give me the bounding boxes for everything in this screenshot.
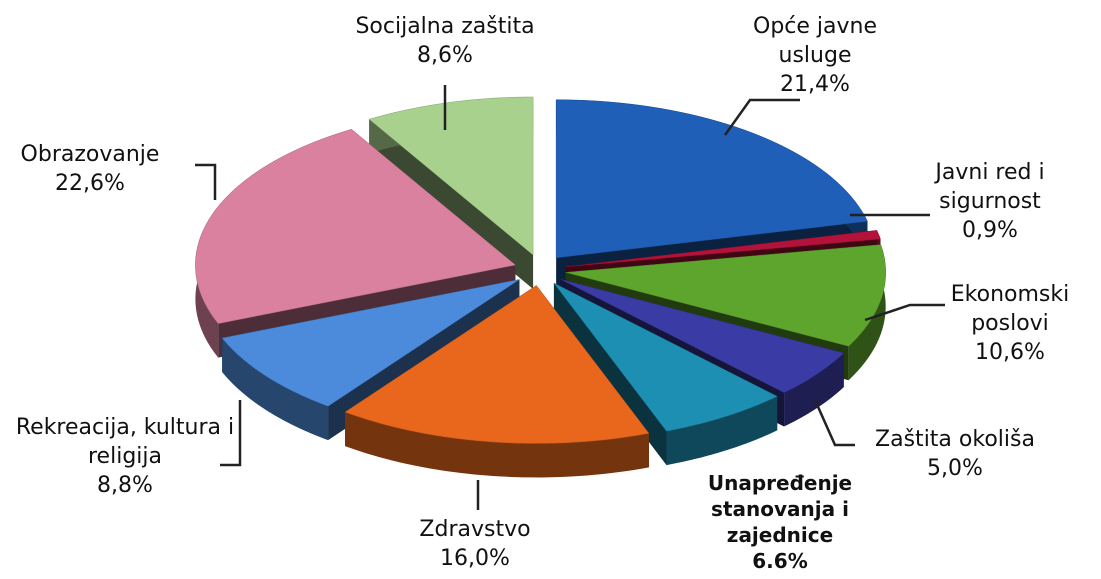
slice-side xyxy=(848,244,886,381)
slice-label: Socijalna zaštita 8,6% xyxy=(330,12,560,70)
value-label: 16,0% xyxy=(440,546,510,571)
value-label: 5,0% xyxy=(927,456,983,481)
slice-label: Ekonomski poslovi 10,6% xyxy=(945,280,1075,367)
slice-group xyxy=(553,282,778,466)
leader-line xyxy=(723,98,800,136)
slice-label: Rekreacija, kultura i religija 8,8% xyxy=(15,413,235,500)
slice xyxy=(221,279,520,407)
slice-label: Opće javne usluge 21,4% xyxy=(740,12,890,99)
slice-side xyxy=(222,338,329,441)
slice-label: Obrazovanje 22,6% xyxy=(0,140,180,198)
value-label: 21,4% xyxy=(780,72,850,97)
slice-group xyxy=(344,285,650,478)
slice xyxy=(195,129,516,324)
leader-line xyxy=(864,303,945,322)
slice xyxy=(565,244,886,347)
category-label: Socijalna zaštita xyxy=(355,14,535,39)
slice xyxy=(344,285,650,444)
slice-label: Unapređenje stanovanja i zajednice 6.6% xyxy=(685,470,875,574)
value-label: 6.6% xyxy=(752,549,808,573)
value-label: 10,6% xyxy=(975,340,1045,365)
slice xyxy=(565,230,881,268)
leader-line xyxy=(195,163,217,200)
slice-label: Javni red i sigurnost 0,9% xyxy=(920,158,1060,245)
category-label: Rekreacija, kultura i religija xyxy=(15,415,235,469)
category-label: Javni red i sigurnost xyxy=(935,160,1045,214)
value-label: 8,8% xyxy=(97,473,153,498)
category-label: Zdravstvo xyxy=(419,517,531,542)
slice-side xyxy=(784,353,844,427)
slice xyxy=(560,279,845,393)
value-label: 22,6% xyxy=(55,171,125,196)
slice-label: Zdravstvo 16,0% xyxy=(375,515,575,573)
category-label: Ekonomski poslovi xyxy=(950,282,1070,336)
leader-line xyxy=(220,400,242,467)
slice xyxy=(555,99,868,259)
category-label: Zaštita okoliša xyxy=(875,427,1035,452)
slice xyxy=(368,96,534,256)
category-label: Unapređenje stanovanja i zajednice xyxy=(707,471,853,547)
value-label: 8,6% xyxy=(417,43,473,68)
category-label: Opće javne usluge xyxy=(753,14,877,68)
slice-side xyxy=(666,396,778,466)
slice xyxy=(553,282,778,432)
slice-side xyxy=(345,412,649,478)
value-label: 0,9% xyxy=(962,218,1018,243)
slice-label: Zaštita okoliša 5,0% xyxy=(840,425,1070,483)
leader-line xyxy=(813,399,855,447)
category-label: Obrazovanje xyxy=(20,142,160,167)
